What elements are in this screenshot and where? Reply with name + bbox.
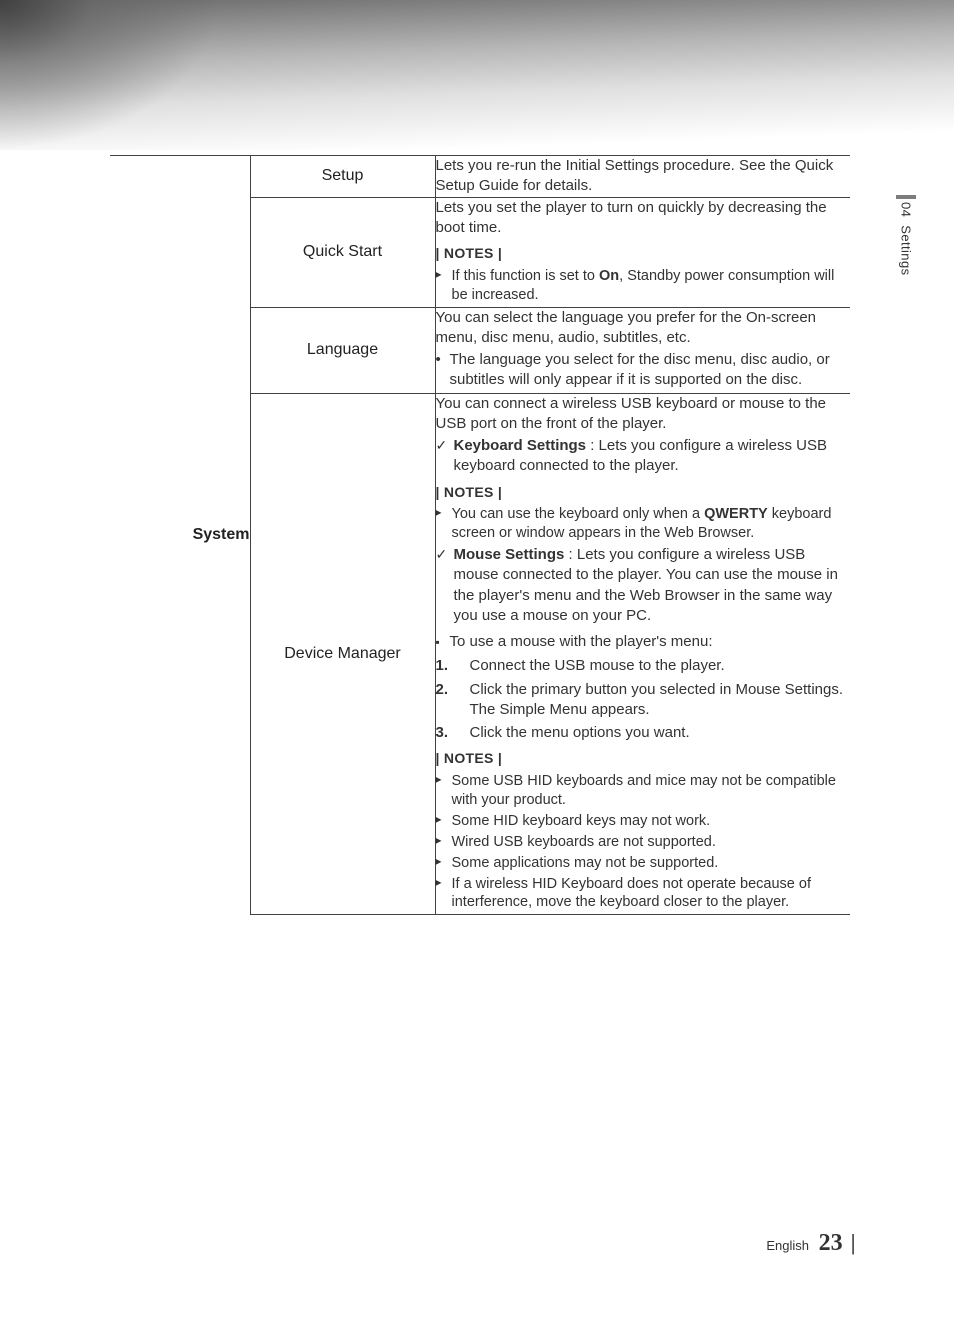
check-item: Mouse Settings : Lets you configure a wi… [436,545,851,626]
mouse-bold: Mouse Settings [454,546,565,563]
note-text-a: You can use the keyboard only when a [452,506,705,522]
setting-label: Setup [250,156,435,198]
desc-text: You can connect a wireless USB keyboard … [436,394,851,435]
step-item: Connect the USB mouse to the player. [436,656,851,676]
category-cell: System [110,156,250,915]
desc-text: Lets you set the player to turn on quick… [436,198,851,239]
setting-label: Device Manager [250,393,435,915]
setting-label: Quick Start [250,197,435,307]
note-item: Some USB HID keyboards and mice may not … [436,772,851,810]
chapter-number: 04 [899,202,914,217]
desc-text: You can select the language you prefer f… [436,308,851,349]
note-item: Some HID keyboard keys may not work. [436,812,851,831]
note-text-a: If this function is set to [452,268,600,284]
side-tab-text: 04 Settings [899,202,914,275]
side-tab-bar [896,195,916,199]
table-row: System Setup Lets you re-run the Initial… [110,156,850,198]
footer-lang: English [766,1238,809,1253]
note-item: If a wireless HID Keyboard does not oper… [436,875,851,913]
setting-desc: Lets you set the player to turn on quick… [435,197,850,307]
page-number: 23 [819,1230,843,1256]
notes-heading: | NOTES | [436,244,851,263]
notes-heading: | NOTES | [436,749,851,768]
note-bold: QWERTY [704,506,768,522]
page-footer: English 23 | [766,1230,856,1257]
setting-desc: You can connect a wireless USB keyboard … [435,393,850,915]
note-item: Wired USB keyboards are not supported. [436,833,851,852]
settings-table: System Setup Lets you re-run the Initial… [110,155,850,915]
side-chapter-tab: 04 Settings [896,195,916,275]
notes-heading: | NOTES | [436,483,851,502]
sub-heading: To use a mouse with the player's menu: [436,632,851,652]
note-bold: On [599,268,619,284]
note-item: If this function is set to On, Standby p… [436,267,851,305]
footer-pipe: | [850,1230,856,1255]
setting-desc: Lets you re-run the Initial Settings pro… [435,156,850,198]
step-item: Click the primary button you selected in… [436,680,851,721]
page-header-gradient [0,0,954,150]
desc-text: Lets you re-run the Initial Settings pro… [436,157,834,194]
page-content: System Setup Lets you re-run the Initial… [110,155,850,915]
note-item: Some applications may not be supported. [436,854,851,873]
kb-bold: Keyboard Settings [454,437,587,454]
setting-label: Language [250,307,435,393]
bullet-item: The language you select for the disc men… [436,350,851,391]
steps-list: Connect the USB mouse to the player. Cli… [436,656,851,743]
chapter-title: Settings [899,225,914,275]
step-item: Click the menu options you want. [436,723,851,743]
setting-desc: You can select the language you prefer f… [435,307,850,393]
check-item: Keyboard Settings : Lets you configure a… [436,436,851,477]
note-item: You can use the keyboard only when a QWE… [436,505,851,543]
